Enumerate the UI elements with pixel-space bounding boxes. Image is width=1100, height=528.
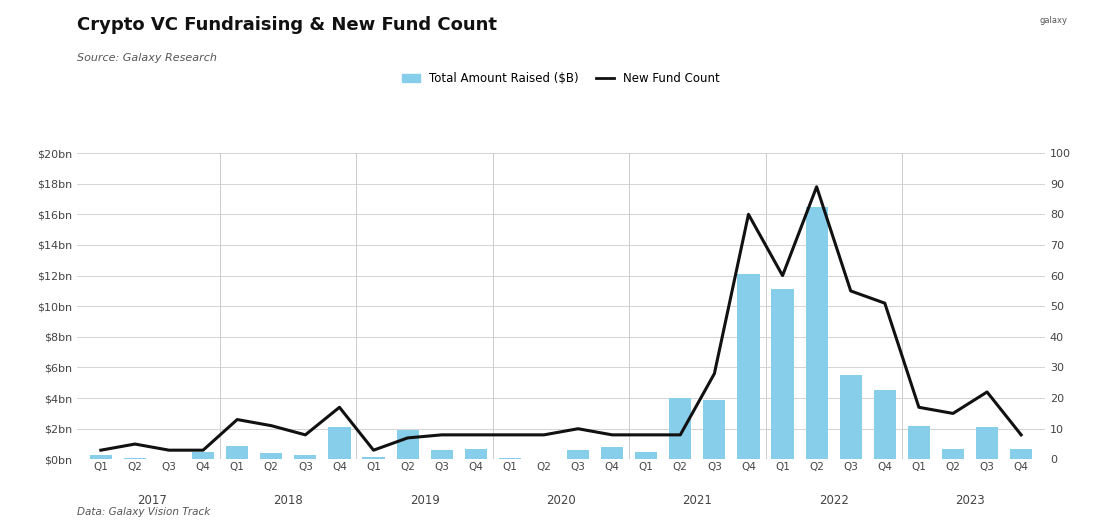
Bar (227, 446, 249, 459)
Text: galaxy: galaxy (1040, 16, 1067, 25)
Text: 2020: 2020 (546, 494, 576, 507)
Bar (498, 458, 521, 459)
Bar (908, 426, 930, 459)
Bar (839, 375, 861, 459)
Bar (430, 450, 453, 459)
Text: 2022: 2022 (818, 494, 848, 507)
Bar (771, 289, 793, 459)
Bar (976, 427, 998, 459)
Bar (635, 451, 658, 459)
Bar (1010, 449, 1032, 459)
Bar (805, 206, 827, 459)
Text: 2021: 2021 (682, 494, 713, 507)
Bar (295, 455, 317, 459)
Bar (601, 447, 624, 459)
Bar (192, 451, 215, 459)
Bar (942, 449, 964, 459)
Bar (329, 427, 351, 459)
Bar (566, 450, 590, 459)
Text: 2023: 2023 (955, 494, 984, 507)
Text: Source: Galaxy Research: Source: Galaxy Research (77, 53, 217, 63)
Bar (669, 398, 692, 459)
Bar (90, 455, 112, 459)
Bar (261, 453, 283, 459)
Text: 2019: 2019 (409, 494, 440, 507)
Bar (363, 457, 385, 459)
Text: 2018: 2018 (274, 494, 304, 507)
Bar (396, 430, 419, 459)
Bar (873, 390, 895, 459)
Legend: Total Amount Raised ($B), New Fund Count: Total Amount Raised ($B), New Fund Count (397, 67, 725, 90)
Text: 2017: 2017 (138, 494, 167, 507)
Text: Crypto VC Fundraising & New Fund Count: Crypto VC Fundraising & New Fund Count (77, 16, 497, 34)
Bar (464, 449, 487, 459)
Bar (703, 400, 726, 459)
Bar (737, 274, 759, 459)
Text: Data: Galaxy Vision Track: Data: Galaxy Vision Track (77, 507, 210, 517)
Bar (124, 458, 146, 459)
